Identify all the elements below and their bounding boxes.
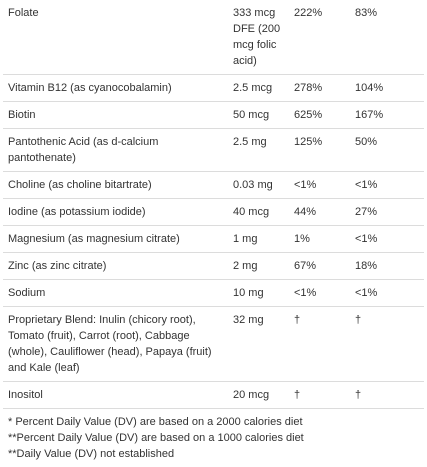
table-row: Inositol 20 mcg † †: [3, 381, 424, 409]
daily-value-alt: 167%: [350, 101, 424, 129]
table-body: Folate 333 mcg DFE (200 mcg folic acid) 22…: [3, 0, 424, 409]
daily-value-alt: †: [350, 381, 424, 409]
daily-value: †: [289, 381, 350, 409]
footnote: **Daily Value (DV) not established: [8, 448, 175, 460]
daily-value-alt: 18%: [350, 252, 424, 280]
table-row: Proprietary Blend: Inulin (chicory root)…: [3, 306, 424, 382]
daily-value: 125%: [289, 128, 350, 172]
nutrient-name: Zinc (as zinc citrate): [3, 252, 228, 280]
nutrient-name: Magnesium (as magnesium citrate): [3, 225, 228, 253]
nutrient-name: Vitamin B12 (as cyanocobalamin): [3, 74, 228, 102]
table-row: Sodium 10 mg <1% <1%: [3, 279, 424, 307]
amount: 40 mcg: [228, 198, 289, 226]
amount: 10 mg: [228, 279, 289, 307]
table-row: Magnesium (as magnesium citrate) 1 mg 1% <1…: [3, 225, 424, 253]
daily-value: †: [289, 306, 350, 382]
nutrient-name: Biotin: [3, 101, 228, 129]
amount: 333 mcg DFE (200 mcg folic acid): [228, 0, 289, 75]
table-row: Biotin 50 mcg 625% 167%: [3, 101, 424, 129]
nutrient-name: Pantothenic Acid (as d-calcium pantothen…: [3, 128, 228, 172]
daily-value-alt: 27%: [350, 198, 424, 226]
table-row: Zinc (as zinc citrate) 2 mg 67% 18%: [3, 252, 424, 280]
nutrient-name: Folate: [3, 0, 228, 75]
nutrient-name: Sodium: [3, 279, 228, 307]
daily-value-alt: 50%: [350, 128, 424, 172]
amount: 20 mcg: [228, 381, 289, 409]
amount: 32 mg: [228, 306, 289, 382]
daily-value: <1%: [289, 279, 350, 307]
footnote: * Percent Daily Value (DV) are based on …: [8, 416, 303, 428]
amount: 2.5 mcg: [228, 74, 289, 102]
amount: 50 mcg: [228, 101, 289, 129]
daily-value: 625%: [289, 101, 350, 129]
daily-value-alt: <1%: [350, 225, 424, 253]
daily-value: <1%: [289, 171, 350, 199]
page: Folate 333 mcg DFE (200 mcg folic acid) 22…: [3, 0, 424, 460]
table-row: Choline (as choline bitartrate) 0.03 mg <1…: [3, 171, 424, 199]
nutrient-name: Inositol: [3, 381, 228, 409]
daily-value-alt: <1%: [350, 279, 424, 307]
daily-value-alt: 104%: [350, 74, 424, 102]
daily-value: 44%: [289, 198, 350, 226]
nutrient-name: Iodine (as potassium iodide): [3, 198, 228, 226]
daily-value: 1%: [289, 225, 350, 253]
amount: 2 mg: [228, 252, 289, 280]
footnotes: * Percent Daily Value (DV) are based on …: [0, 409, 427, 467]
daily-value-alt: †: [350, 306, 424, 382]
daily-value: 278%: [289, 74, 350, 102]
daily-value: 67%: [289, 252, 350, 280]
amount: 2.5 mg: [228, 128, 289, 172]
nutrient-name: Choline (as choline bitartrate): [3, 171, 228, 199]
table-row: Iodine (as potassium iodide) 40 mcg 44% 27%: [3, 198, 424, 226]
daily-value: 222%: [289, 0, 350, 75]
footnote: **Percent Daily Value (DV) are based on …: [8, 432, 304, 444]
amount: 0.03 mg: [228, 171, 289, 199]
daily-value-alt: 83%: [350, 0, 424, 75]
table-row: Vitamin B12 (as cyanocobalamin) 2.5 mcg 27…: [3, 74, 424, 102]
table-row: Folate 333 mcg DFE (200 mcg folic acid) 22…: [3, 0, 424, 75]
amount: 1 mg: [228, 225, 289, 253]
nutrient-name: Proprietary Blend: Inulin (chicory root)…: [3, 306, 228, 382]
table-row: Pantothenic Acid (as d-calcium pantothen…: [3, 128, 424, 172]
daily-value-alt: <1%: [350, 171, 424, 199]
nutrient-table: Folate 333 mcg DFE (200 mcg folic acid) 22…: [3, 0, 424, 409]
